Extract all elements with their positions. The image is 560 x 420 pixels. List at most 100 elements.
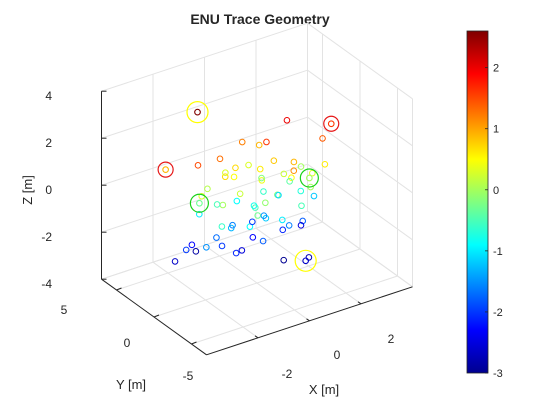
marker-ring (294, 249, 317, 272)
x-tick-mark (306, 318, 310, 322)
scatter-point (283, 117, 291, 124)
highlight-markers (157, 100, 340, 272)
scatter-point (232, 164, 239, 172)
scatter-point (288, 174, 295, 181)
scatter-point (196, 210, 203, 218)
marker-ring (299, 168, 319, 188)
z-tick-label: 4 (45, 89, 52, 103)
scatter-point (204, 185, 211, 193)
side-wall-grid-line (307, 22, 413, 100)
scatter-point (297, 163, 305, 170)
x-tick-label: 0 (334, 348, 341, 362)
side-wall-grid-line (307, 163, 413, 241)
scatter-point (263, 138, 270, 146)
scatter-point (258, 174, 265, 182)
scatter-point (232, 249, 240, 257)
scatter-point (250, 202, 258, 209)
colorbar-tick-label: 0 (493, 185, 499, 197)
colorbar-tick-label: -1 (493, 246, 503, 258)
scatter-point (254, 212, 262, 219)
scatter-point (236, 190, 244, 198)
colorbar-tick-label: -2 (493, 307, 503, 319)
scatter-point (194, 162, 202, 169)
scatter-point (309, 169, 316, 177)
scatter-point (229, 221, 236, 229)
marker-ring (186, 100, 209, 124)
scatter-point (285, 222, 293, 229)
y-tick-label: 0 (124, 336, 131, 350)
scatter-point (260, 188, 267, 195)
x-tick-label: -2 (282, 367, 293, 381)
scatter-point (216, 155, 224, 163)
marker-ring (157, 161, 174, 178)
back-wall-grid-line (101, 116, 308, 186)
side-wall-grid-line (307, 210, 413, 288)
data-points (171, 117, 329, 265)
floor-grid-line (116, 221, 323, 291)
y-tick-mark (191, 341, 197, 345)
scatter-point (188, 241, 196, 249)
scatter-point (275, 191, 282, 199)
y-tick-mark (153, 314, 160, 318)
x-axis-label: X [m] (309, 382, 339, 397)
scatter-point (233, 197, 241, 205)
colorbar-tick-label: 1 (493, 124, 499, 136)
scatter-point (319, 135, 326, 142)
scatter-point (321, 161, 329, 168)
y-tick-label: -5 (183, 369, 194, 383)
scatter-point (171, 258, 179, 265)
scatter-point (249, 234, 257, 241)
z-axis-label: Z [m] (20, 175, 35, 205)
scatter-point (279, 216, 286, 224)
scatter-point (299, 217, 307, 225)
scatter-point (258, 177, 266, 184)
y-tick-label: 5 (61, 303, 68, 317)
x-tick-label: 2 (388, 332, 395, 346)
scatter-point (218, 223, 226, 230)
scatter-point (270, 157, 278, 164)
marker-point (306, 174, 313, 182)
marker-point (162, 166, 169, 174)
scatter-point (221, 173, 229, 181)
scatter-point (230, 173, 238, 181)
scatter-point (310, 192, 318, 200)
scatter-point (290, 167, 298, 174)
scatter-point (255, 141, 263, 149)
side-wall-grid-line (307, 69, 413, 147)
z-tick-label: -2 (41, 230, 52, 244)
z-tick-label: 0 (45, 183, 52, 197)
z-tick-labels: 4 2 0 -2 -4 (41, 89, 52, 291)
marker-ring (323, 115, 340, 132)
scatter-point (260, 212, 268, 219)
scatter-point (297, 222, 305, 229)
scatter-point (249, 218, 256, 226)
z-tick-label: 2 (45, 136, 52, 150)
scatter-point (280, 256, 288, 264)
y-tick-mark (116, 287, 122, 291)
scatter-point (286, 178, 293, 185)
marker-point (196, 199, 203, 207)
back-wall-grid-line (101, 163, 308, 233)
colorbar-tick-label: -3 (493, 368, 503, 380)
z-tick-label: -4 (41, 277, 52, 291)
marker-point (194, 108, 201, 116)
floor-grid-line (153, 248, 361, 318)
marker-point (327, 120, 335, 128)
scatter-point (279, 226, 287, 234)
scatter-point (298, 202, 305, 210)
scatter-point (213, 201, 221, 208)
scatter-point (256, 165, 264, 173)
scatter-point (203, 243, 210, 251)
scatter-point (297, 187, 305, 195)
floor-grid-line (191, 275, 398, 345)
scatter-point (238, 138, 246, 146)
scatter-point (262, 199, 269, 207)
colorbar-tick-label: 2 (493, 63, 499, 75)
side-wall-grid-line (307, 116, 413, 194)
scatter-point (238, 247, 246, 254)
chart-title: ENU Trace Geometry (190, 11, 329, 27)
scatter-point (290, 158, 298, 166)
scatter-point (182, 246, 190, 254)
scatter-point (218, 242, 226, 250)
